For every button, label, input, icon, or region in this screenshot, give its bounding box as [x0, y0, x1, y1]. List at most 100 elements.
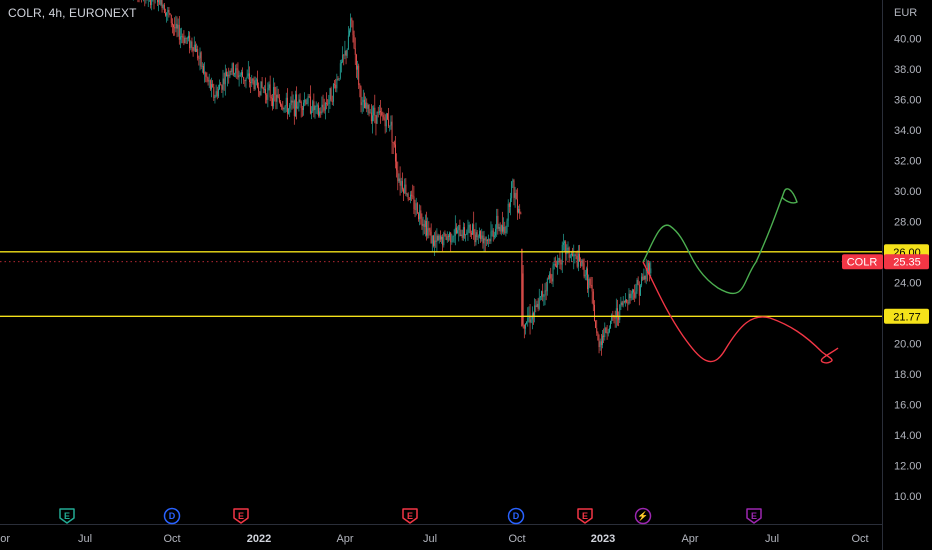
- candle-body: [367, 104, 369, 109]
- candle-body: [597, 332, 599, 341]
- bullish-projection[interactable]: [642, 188, 798, 295]
- candle-body: [288, 108, 289, 114]
- candle-body: [197, 49, 199, 59]
- dividend-event-marker[interactable]: [163, 507, 181, 525]
- candle-body: [182, 36, 184, 38]
- candle-body: [267, 87, 269, 100]
- candle-body: [406, 193, 408, 195]
- candle-body: [614, 317, 616, 319]
- candle-body: [522, 273, 524, 325]
- candle-body: [536, 303, 538, 308]
- candle-body: [321, 104, 323, 114]
- candle-body: [173, 25, 174, 28]
- candle-body: [544, 290, 546, 296]
- event-markers[interactable]: E D E E D E ⚡ E: [59, 507, 762, 525]
- candle-body: [599, 341, 601, 348]
- earnings-event-marker[interactable]: [577, 508, 593, 524]
- projection-drawings[interactable]: [642, 188, 839, 364]
- candle-body: [372, 115, 373, 122]
- candle-body: [480, 231, 482, 239]
- candle-body: [239, 75, 241, 76]
- candle-body: [594, 304, 595, 322]
- candle-body: [506, 220, 508, 233]
- candle-body: [162, 4, 164, 8]
- candle-body: [498, 227, 500, 229]
- candle-body: [259, 91, 261, 96]
- horizontal-levels[interactable]: [0, 251, 882, 317]
- candle-body: [428, 228, 430, 230]
- candle-body: [307, 96, 309, 104]
- candle-body: [562, 242, 564, 245]
- candle-body: [504, 226, 506, 233]
- earnings-event-marker[interactable]: [746, 508, 762, 524]
- candle-body: [418, 213, 419, 220]
- candle-body: [201, 65, 203, 67]
- candle-body: [215, 91, 217, 97]
- candle-body: [582, 260, 584, 264]
- candle-body: [189, 35, 191, 49]
- event-marker-letter: E: [64, 511, 70, 521]
- candle-body: [645, 268, 647, 280]
- candle-body: [481, 235, 483, 239]
- candle-body: [451, 241, 453, 243]
- split-event-marker[interactable]: [634, 507, 652, 525]
- last-price-label: 25.35: [893, 257, 921, 269]
- candle-body: [180, 36, 181, 40]
- candle-body: [388, 119, 390, 127]
- candle-body: [258, 87, 260, 92]
- price-axis[interactable]: EUR 40.00 38.00 36.00 34.00 32.00 30.00 28.00 26…: [894, 7, 922, 503]
- earnings-event-marker[interactable]: [233, 508, 249, 524]
- candle-body: [565, 241, 567, 255]
- candle-body: [461, 234, 463, 238]
- candle-body: [313, 101, 315, 111]
- dividend-event-marker[interactable]: [507, 507, 525, 525]
- candle-body: [220, 84, 222, 86]
- candle-body: [414, 209, 416, 210]
- candle-body: [352, 20, 354, 36]
- candle-body: [615, 308, 617, 319]
- candle-body: [546, 278, 548, 292]
- bearish-projection[interactable]: [642, 261, 839, 364]
- time-tick-label: Oct: [851, 533, 868, 545]
- candle-body: [222, 78, 224, 90]
- price-tick-label: 14.00: [894, 430, 922, 442]
- candle-body: [410, 194, 411, 200]
- candle-body: [507, 203, 509, 221]
- candle-body: [435, 240, 437, 242]
- candle-body: [560, 263, 562, 265]
- candle-body: [200, 52, 202, 67]
- earnings-event-marker[interactable]: [402, 508, 418, 524]
- candle-body: [381, 112, 383, 116]
- candle-body: [257, 79, 258, 88]
- candle-body: [194, 44, 196, 52]
- candle-body: [400, 181, 402, 186]
- candle-body: [459, 224, 461, 237]
- candle-body: [590, 285, 592, 286]
- candle-body: [370, 112, 372, 122]
- symbol-tag-label: COLR: [847, 257, 878, 269]
- candle-body: [260, 81, 262, 96]
- candle-body: [368, 104, 370, 114]
- time-tick-label: Apr: [681, 533, 698, 545]
- candle-body: [595, 321, 597, 329]
- candle-body: [214, 96, 216, 98]
- candle-body: [244, 80, 246, 82]
- candle-body: [627, 302, 629, 304]
- candle-body: [497, 215, 499, 229]
- candle-body: [364, 99, 365, 109]
- candle-body: [157, 0, 158, 3]
- time-tick-label: 2022: [247, 533, 271, 545]
- earnings-event-marker[interactable]: [59, 508, 75, 524]
- candle-body: [462, 227, 464, 238]
- candle-body: [422, 224, 424, 226]
- candle-body: [216, 91, 218, 97]
- candle-body: [203, 65, 204, 74]
- candle-body: [588, 279, 590, 290]
- candle-body: [518, 208, 519, 213]
- time-axis[interactable]: or Jul Oct 2022 Apr Jul Oct 2023 Apr Jul Oct: [0, 533, 868, 545]
- currency-label: EUR: [894, 7, 917, 19]
- candle-body: [263, 89, 265, 90]
- candle-body: [262, 87, 264, 90]
